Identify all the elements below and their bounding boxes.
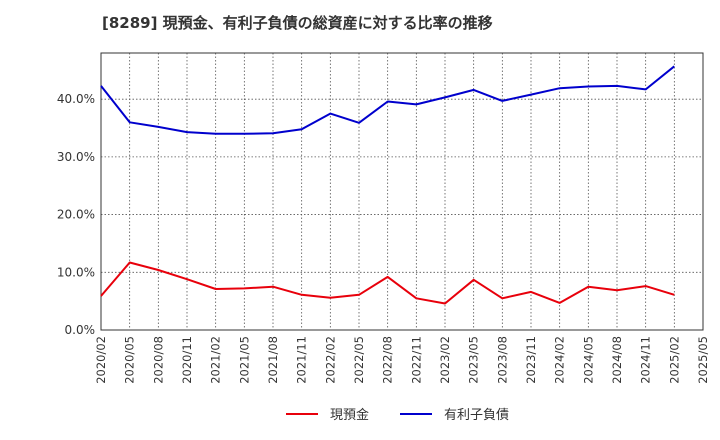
chart-title: [8289] 現預金、有利子負債の総資産に対する比率の推移: [102, 14, 493, 32]
series: [100, 65, 675, 305]
x-tick-label: 2023/05: [467, 336, 481, 384]
legend-label-cash: 現預金: [330, 408, 370, 423]
x-tick-label: 2025/02: [667, 336, 681, 384]
x-tick-label: 2021/02: [209, 336, 223, 384]
x-tick-label: 2023/08: [495, 336, 509, 384]
legend: 現預金 有利子負債: [0, 404, 720, 426]
x-tick-label: 2024/11: [639, 336, 653, 384]
x-tick-label: 2024/08: [610, 336, 624, 384]
x-tick-labels: 2020/02 2020/05 2020/08 2020/11 2021/02 2021/…: [94, 336, 710, 384]
x-tick-label: 2024/05: [581, 336, 595, 384]
y-tick-labels: 0.0% 10.0% 20.0% 30.0% 40.0%: [57, 92, 95, 337]
legend-item-debt: 有利子負債: [400, 404, 509, 423]
x-tick-label: 2022/11: [409, 336, 423, 384]
axes: [100, 52, 704, 331]
x-tick-label: 2022/02: [323, 336, 337, 384]
legend-label-debt: 有利子負債: [444, 408, 510, 423]
x-tick-label: 2024/02: [553, 336, 567, 384]
x-tick-label: 2023/11: [524, 336, 538, 384]
x-tick-label: 2025/05: [696, 336, 710, 384]
x-tick-label: 2021/05: [237, 336, 251, 384]
x-tick-label: 2020/05: [123, 336, 137, 384]
legend-swatch-debt: [400, 412, 432, 415]
y-tick-label: 30.0%: [57, 150, 95, 164]
y-tick-label: 10.0%: [57, 265, 95, 279]
x-tick-label: 2020/08: [151, 336, 165, 384]
x-tick-label: 2022/08: [381, 336, 395, 384]
x-tick-label: 2020/02: [94, 336, 108, 384]
legend-swatch-cash: [286, 412, 318, 415]
series-line-cash: [100, 261, 675, 305]
x-tick-label: 2022/05: [352, 336, 366, 384]
x-tick-label: 2023/02: [438, 336, 452, 384]
y-tick-label: 40.0%: [57, 92, 95, 106]
x-tick-label: 2021/08: [266, 336, 280, 384]
legend-item-cash: 現預金: [286, 404, 369, 423]
plot-frame: [100, 52, 704, 331]
y-tick-label: 0.0%: [65, 323, 96, 337]
x-tick-label: 2020/11: [180, 336, 194, 384]
gridlines: [101, 53, 703, 330]
series-line-debt: [100, 65, 675, 135]
x-tick-label: 2021/11: [295, 336, 309, 384]
y-tick-label: 20.0%: [57, 208, 95, 222]
